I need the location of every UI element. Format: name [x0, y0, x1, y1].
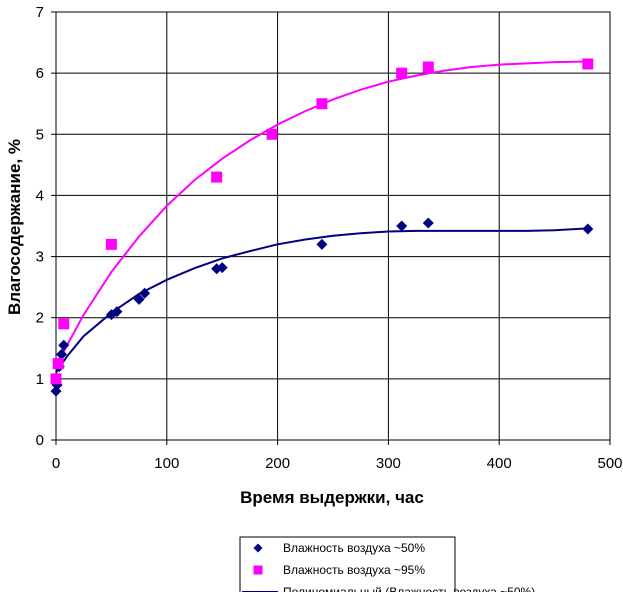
data-point-series-1: [111, 306, 123, 318]
plot-area: [55, 11, 611, 441]
data-point-series-1: [133, 293, 145, 305]
trend-line-series-2: [55, 60, 588, 368]
data-point-series-2: [52, 358, 64, 370]
trend-lines: [55, 60, 588, 374]
legend-label: Влажность воздуха ~50%: [283, 541, 425, 555]
x-tick-label: 500: [597, 455, 622, 472]
data-points: [50, 58, 594, 397]
data-point-series-1: [139, 287, 151, 299]
x-axis-ticks: 0 100 200 300 400 500: [52, 440, 623, 472]
data-point-series-1: [58, 339, 70, 351]
y-tick-label: 1: [36, 371, 44, 388]
y-tick-label: 0: [36, 432, 44, 449]
data-point-series-1: [316, 238, 328, 250]
data-point-series-1: [582, 223, 594, 235]
data-point-series-2: [396, 67, 408, 79]
x-tick-label: 100: [154, 455, 179, 472]
y-tick-label: 6: [36, 65, 44, 82]
data-point-series-2: [50, 373, 62, 385]
y-tick-label: 7: [36, 4, 44, 21]
y-axis-title: Влагосодержание, %: [5, 139, 24, 315]
y-tick-label: 4: [36, 187, 44, 204]
legend-label: Влажность воздуха ~95%: [283, 563, 425, 577]
x-tick-label: 200: [265, 455, 290, 472]
trend-line-series-1: [55, 227, 588, 374]
x-tick-label: 400: [487, 455, 512, 472]
data-point-series-2: [266, 128, 278, 140]
y-tick-label: 5: [36, 126, 44, 143]
data-point-series-1: [422, 217, 434, 229]
data-point-series-2: [582, 58, 594, 70]
data-point-series-1: [56, 348, 68, 360]
legend-marker-square: [253, 565, 263, 575]
data-point-series-2: [211, 171, 223, 183]
x-tick-label: 0: [52, 455, 60, 472]
data-point-series-1: [396, 220, 408, 232]
legend-marker-diamond: [253, 543, 263, 553]
legend: Влажность воздуха ~50% Влажность воздуха …: [239, 536, 535, 592]
data-point-series-1: [216, 262, 228, 274]
y-tick-label: 2: [36, 310, 44, 327]
legend-label: Полиномиальный (Влажность воздуха ~50%): [283, 585, 535, 592]
data-point-series-2: [316, 98, 328, 110]
data-point-series-2: [105, 238, 117, 250]
data-point-series-2: [58, 318, 70, 330]
y-tick-label: 3: [36, 249, 44, 266]
x-axis-title: Время выдержки, час: [240, 488, 424, 507]
grid: [55, 11, 611, 441]
legend-box: [239, 536, 456, 592]
data-point-series-2: [422, 61, 434, 73]
x-tick-label: 300: [376, 455, 401, 472]
